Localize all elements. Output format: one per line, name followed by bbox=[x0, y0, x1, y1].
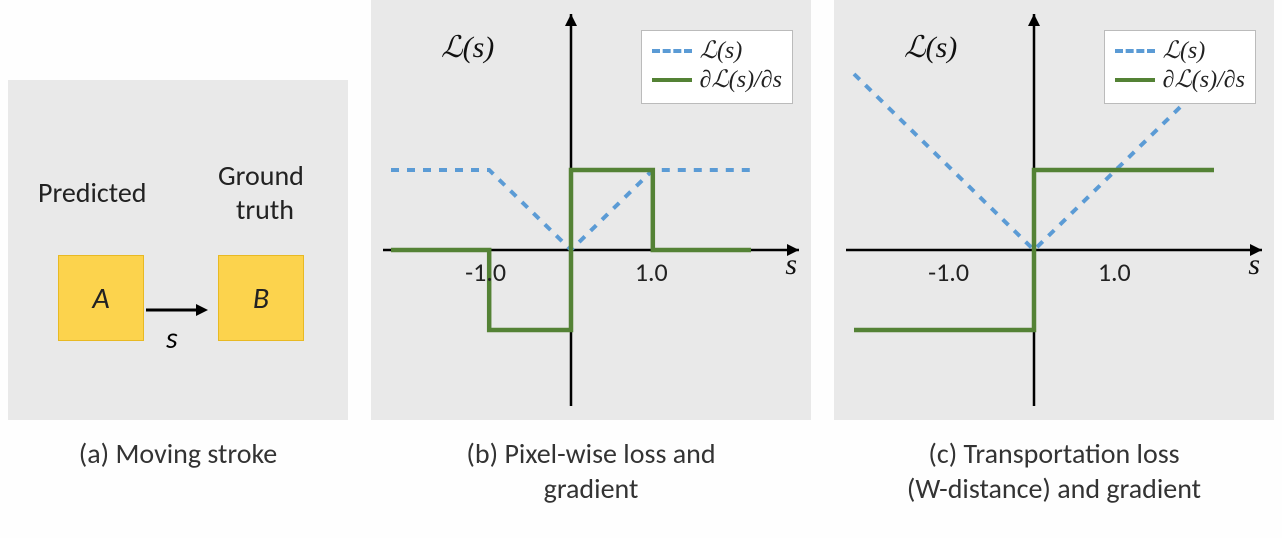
panel-b: ℒ(s) s -1.0 1.0 ℒ(s) ∂ℒ(s)/∂s bbox=[371, 0, 811, 420]
legend-c-label-1: ∂ℒ(s)/∂s bbox=[1163, 66, 1245, 95]
x-axis-label-b: s bbox=[785, 248, 797, 282]
legend-c-row-0: ℒ(s) bbox=[1115, 37, 1245, 66]
ground-truth-label-1: Ground bbox=[218, 158, 304, 193]
figure-row: Predicted Ground truth A B s (a) Moving … bbox=[0, 0, 1282, 506]
caption-c-2: (W-distance) and gradient bbox=[907, 471, 1201, 506]
caption-b-1: (b) Pixel-wise loss and bbox=[466, 436, 715, 471]
y-axis-label-b: ℒ(s) bbox=[441, 30, 494, 65]
legend-c: ℒ(s) ∂ℒ(s)/∂s bbox=[1104, 30, 1256, 104]
legend-c-row-1: ∂ℒ(s)/∂s bbox=[1115, 66, 1245, 95]
box-a-text: A bbox=[92, 280, 109, 317]
panel-a-wrap: Predicted Ground truth A B s (a) Moving … bbox=[8, 0, 348, 471]
caption-a: (a) Moving stroke bbox=[79, 436, 277, 471]
legend-swatch-grad bbox=[652, 78, 692, 82]
legend-swatch-loss bbox=[652, 49, 692, 53]
legend-swatch-loss-c bbox=[1115, 49, 1155, 53]
legend-swatch-grad-c bbox=[1115, 78, 1155, 82]
legend-b-label-1: ∂ℒ(s)/∂s bbox=[700, 66, 782, 95]
panel-c: ℒ(s) s -1.0 1.0 ℒ(s) ∂ℒ(s)/∂s bbox=[834, 0, 1274, 420]
box-b-text: B bbox=[253, 280, 269, 317]
caption-b: (b) Pixel-wise loss and gradient bbox=[466, 436, 715, 506]
caption-b-2: gradient bbox=[544, 471, 639, 506]
y-axis-label-c: ℒ(s) bbox=[904, 30, 957, 65]
s-label: s bbox=[166, 320, 178, 357]
x-axis-label-c: s bbox=[1248, 248, 1260, 282]
box-b: B bbox=[218, 255, 304, 341]
panel-a: Predicted Ground truth A B s bbox=[8, 80, 348, 420]
tick-neg-b: -1.0 bbox=[465, 256, 506, 288]
caption-c: (c) Transportation loss (W-distance) and… bbox=[907, 436, 1201, 506]
legend-b-row-1: ∂ℒ(s)/∂s bbox=[652, 66, 782, 95]
legend-c-label-0: ℒ(s) bbox=[1163, 37, 1206, 66]
tick-pos-b: 1.0 bbox=[635, 256, 668, 288]
legend-b-row-0: ℒ(s) bbox=[652, 37, 782, 66]
legend-b-label-0: ℒ(s) bbox=[700, 37, 743, 66]
tick-pos-c: 1.0 bbox=[1098, 256, 1131, 288]
panel-c-wrap: ℒ(s) s -1.0 1.0 ℒ(s) ∂ℒ(s)/∂s (c) Transp… bbox=[834, 0, 1274, 506]
box-a: A bbox=[58, 255, 144, 341]
ground-truth-label-2: truth bbox=[236, 192, 294, 227]
predicted-label: Predicted bbox=[38, 175, 147, 210]
caption-c-1: (c) Transportation loss bbox=[928, 436, 1179, 471]
panel-b-wrap: ℒ(s) s -1.0 1.0 ℒ(s) ∂ℒ(s)/∂s (b) Pixel-… bbox=[371, 0, 811, 506]
tick-neg-c: -1.0 bbox=[928, 256, 969, 288]
legend-b: ℒ(s) ∂ℒ(s)/∂s bbox=[641, 30, 793, 104]
arrow-icon bbox=[144, 300, 210, 320]
